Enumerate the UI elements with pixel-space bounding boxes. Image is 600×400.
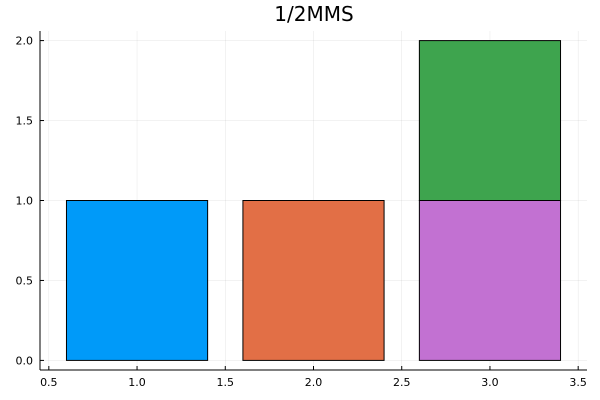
bar-1	[65, 200, 209, 361]
x-tick-label: 0.5	[40, 376, 58, 389]
chart-title: 1/2MMS	[274, 2, 353, 26]
bars	[65, 40, 562, 361]
x-tick-label: 2.0	[305, 376, 323, 389]
y-tick-label: 1.0	[16, 195, 34, 208]
bar-3	[418, 200, 562, 361]
axes	[39, 31, 587, 371]
y-tick-label: 2.0	[16, 35, 34, 48]
y-tick-label: 1.5	[16, 115, 34, 128]
x-tick-label: 1.0	[128, 376, 146, 389]
x-tick-label: 3.0	[481, 376, 499, 389]
x-tick-label: 1.5	[217, 376, 235, 389]
x-tick-label: 2.5	[393, 376, 411, 389]
bar-2	[242, 200, 385, 361]
bar-4	[418, 40, 562, 201]
y-tick-label: 0.5	[16, 274, 34, 287]
y-tick-label: 0.0	[16, 354, 34, 367]
x-tick-label: 3.5	[569, 376, 587, 389]
tick-labels: 0.5 1.0 1.5 2.0 2.5 3.0 3.5 0.0 0.5 1.0 1.5 2.0	[16, 35, 587, 389]
